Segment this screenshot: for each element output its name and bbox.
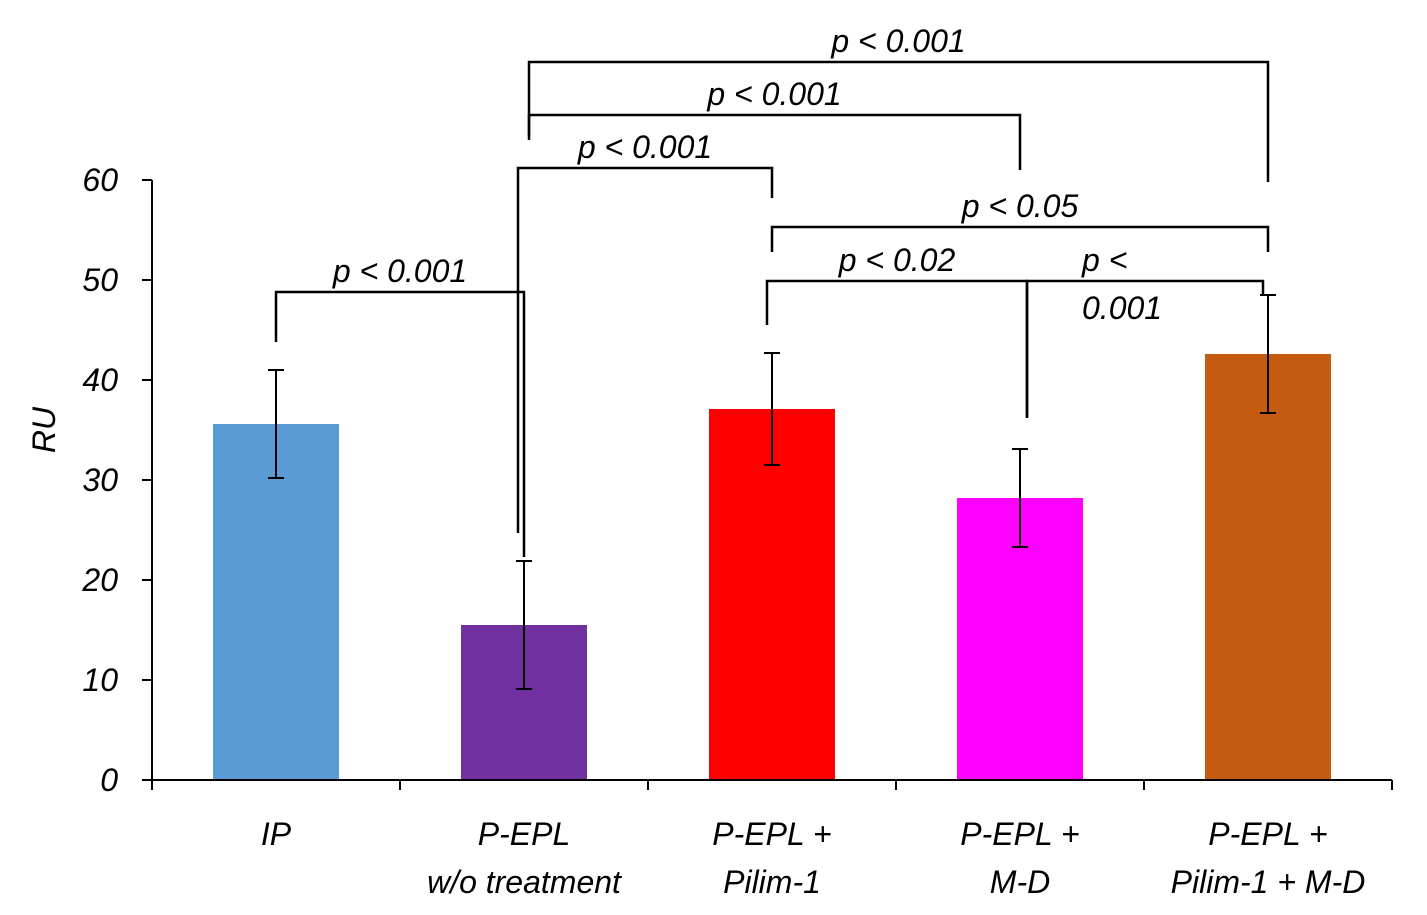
bar [709,409,835,780]
labels: 0 10 20 30 40 50 60 IP P-EPL w/o treatment P-EPL +… [81,23,1365,900]
significance-label: p < 0.001 [332,253,467,289]
significance-label: p < 0.05 [961,188,1079,224]
x-tick-label: IP [261,816,292,852]
significance-label: p < 0.001 [830,23,965,59]
y-tick-label: 50 [82,262,118,298]
y-tick-label: 40 [82,362,118,398]
y-tick-label: 60 [82,162,118,198]
significance-bracket [765,279,1029,418]
x-tick-label: Pilim-1 [723,864,821,900]
x-tick-label: w/o treatment [427,864,622,900]
bar [1205,354,1331,780]
x-tick-label: P-EPL + [960,816,1079,852]
y-tick-label: 0 [100,762,118,798]
significance-label: p < 0.02 [838,242,956,278]
y-tick-label: 10 [82,662,118,698]
significance-brackets [274,60,1270,557]
significance-label: p < 0.001 [706,76,841,112]
x-tick-label: P-EPL + [1208,816,1327,852]
significance-bracket [274,290,526,557]
axes [142,179,1393,790]
y-tick-label: 20 [81,562,118,598]
y-tick-label: 30 [82,462,118,498]
significance-label: p < [1081,242,1127,278]
x-tick-label: Pilim-1 + M-D [1171,864,1366,900]
y-axis-title: RU [26,406,62,453]
significance-bracket [1025,279,1265,418]
x-tick-label: M-D [990,864,1050,900]
significance-bracket [516,166,774,533]
error-bars [268,294,1276,690]
bar [213,424,339,780]
x-tick-label: P-EPL + [712,816,831,852]
x-tick-label: P-EPL [478,816,570,852]
significance-label: p < 0.001 [577,129,712,165]
significance-label: 0.001 [1082,290,1162,326]
significance-bracket [770,225,1270,252]
significance-bracket [527,60,1270,182]
